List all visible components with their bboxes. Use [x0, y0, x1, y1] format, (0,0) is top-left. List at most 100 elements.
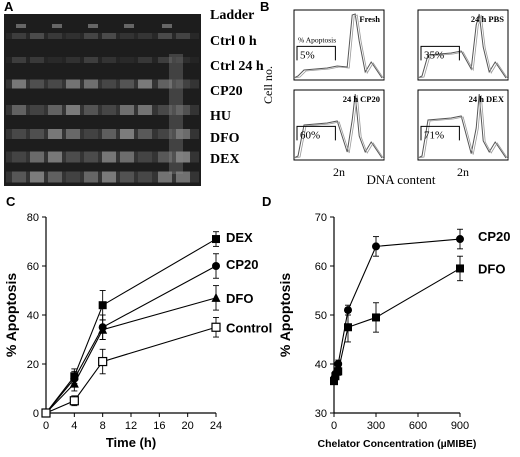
x-axis-label: Chelator Concentration (µMIBE): [318, 438, 477, 450]
gel-band: [102, 129, 116, 139]
y-tick-label: 80: [27, 212, 39, 224]
ladder-band: [88, 24, 98, 28]
apoptosis-percent: 60%: [300, 129, 320, 141]
apoptosis-gate: [420, 125, 460, 141]
panel-d-letter: D: [262, 194, 272, 209]
gel-band: [84, 151, 98, 163]
gel-band: [120, 79, 134, 89]
apoptosis-percent: 35%: [424, 49, 444, 61]
data-point: [212, 262, 220, 270]
data-point: [456, 235, 464, 244]
gel-band: [48, 151, 62, 163]
gel-band: [48, 129, 62, 139]
data-point: [331, 372, 340, 381]
x-tick-label: 20: [182, 420, 194, 432]
histogram-title: 24 h DEX: [469, 94, 505, 104]
gel-band: [48, 57, 62, 63]
flow-histograms: Cell no. Fresh 5% % Apoptosis 24 h PBS 35% 24 …: [261, 9, 509, 187]
gel-band: [120, 129, 134, 139]
histogram-frame: [417, 89, 509, 161]
gel-lane-label: HU: [210, 109, 231, 124]
gel-band: [158, 129, 172, 139]
data-point: [98, 324, 108, 334]
gel-lane-label: DFO: [210, 131, 240, 146]
data-point: [212, 235, 220, 244]
x-tick-label: 600: [409, 420, 427, 432]
gel-lane-label: Ctrl 24 h: [210, 59, 264, 74]
gel-band: [48, 79, 62, 89]
gel-band: [138, 105, 152, 115]
series-line: [45, 326, 217, 414]
gel-band: [66, 79, 80, 89]
gel-band: [138, 171, 152, 183]
histogram-title: Fresh: [359, 14, 380, 24]
data-point: [98, 301, 107, 310]
series-cp20: [42, 253, 220, 417]
gel-lane-smear: [6, 105, 199, 115]
x-tick-label: 24: [210, 420, 222, 432]
data-point: [344, 323, 352, 332]
gel-band: [30, 79, 44, 89]
data-point: [372, 242, 380, 251]
gel-band: [176, 57, 190, 63]
x-tick-label-2n: 2n: [457, 165, 469, 179]
gel-band: [120, 171, 134, 183]
gel-band: [84, 105, 98, 115]
gel-streak: [169, 54, 183, 174]
y-axis-label: % Apoptosis: [3, 273, 19, 357]
gel-band: [176, 129, 190, 139]
x-tick-label-2n: 2n: [333, 165, 345, 179]
gel-lane-smear: [6, 33, 199, 39]
gel-band: [12, 105, 26, 115]
gel-band: [12, 79, 26, 89]
gel-band: [66, 171, 80, 183]
gel-lane-smear: [6, 79, 199, 89]
apoptosis-gate: [420, 45, 460, 61]
y-axis-label: Cell no.: [261, 66, 275, 104]
ladder-band: [124, 24, 134, 28]
data-point: [98, 356, 108, 367]
series-label: Control: [226, 320, 272, 335]
apoptosis-percent: 71%: [424, 129, 444, 141]
gel-band: [176, 33, 190, 39]
panel-c-letter: C: [6, 194, 16, 209]
x-axis-label: DNA content: [367, 172, 436, 187]
ladder-band: [16, 24, 26, 28]
gel-band: [30, 105, 44, 115]
gel-band: [138, 151, 152, 163]
y-tick-label: 40: [27, 310, 39, 322]
gel-band: [158, 171, 172, 183]
histogram-frame: [293, 9, 385, 81]
gel-band: [138, 57, 152, 63]
gel-band: [30, 33, 44, 39]
gel-bands: [6, 24, 199, 183]
chart-dose-response: 30 40 50 60 70 0 300 600 900 Chelator Concentrati…: [277, 212, 511, 450]
histogram-trace-overlay: [293, 94, 385, 160]
panel-b-letter: B: [260, 0, 270, 14]
series-label: DEX: [226, 230, 253, 245]
gel-band: [138, 129, 152, 139]
apoptosis-gate: [296, 125, 336, 141]
histogram-title: 24 h CP20: [343, 94, 380, 104]
histogram-trace-overlay: [417, 14, 509, 80]
y-tick-label: 40: [315, 359, 327, 371]
series-cp20: [330, 228, 464, 383]
panel-a-letter: A: [4, 0, 14, 14]
gel-band: [30, 129, 44, 139]
gel-band: [102, 33, 116, 39]
series-line: [45, 238, 217, 414]
gel-band: [84, 79, 98, 89]
gel-band: [66, 151, 80, 163]
y-tick-label: 60: [315, 261, 327, 273]
gel-lane-label: Ladder: [210, 8, 255, 23]
x-tick-label: 12: [125, 420, 137, 432]
series-line: [45, 265, 217, 414]
gel-band: [66, 57, 80, 63]
ladder-band: [162, 24, 172, 28]
gel-band: [158, 33, 172, 39]
gel-band: [30, 151, 44, 163]
data-point: [69, 396, 79, 406]
gel-band: [102, 151, 116, 163]
gel-band: [102, 79, 116, 89]
gel-band: [48, 33, 62, 39]
